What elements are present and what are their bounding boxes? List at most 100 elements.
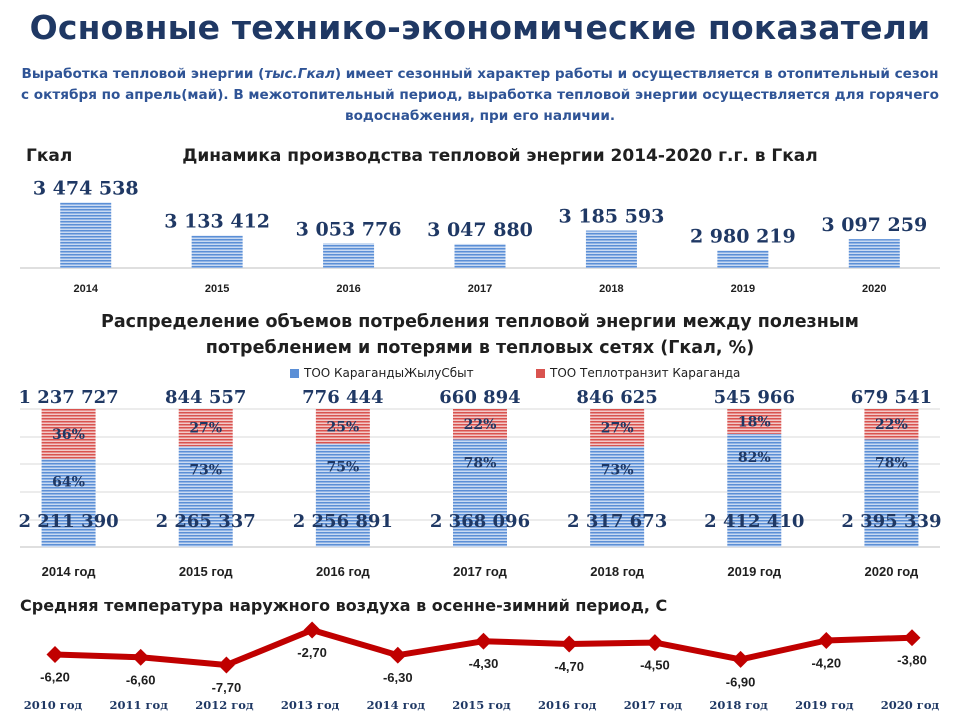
bar-2020	[848, 239, 900, 268]
data-label-2014: 3 474 538	[33, 177, 139, 199]
chart2-title: Распределение объемов потребления теплов…	[101, 312, 859, 358]
label-blue-2016-год: 2 256 891	[293, 511, 393, 532]
pct-blue-2017-год: 78%	[464, 455, 497, 471]
pct-red-2017-год: 22%	[464, 417, 497, 433]
x-tick-2014: 2014	[73, 283, 98, 295]
pct-blue-2016-год: 75%	[326, 460, 359, 476]
x-tick-2020: 2020	[862, 283, 886, 295]
data-label-2016: 3 053 776	[296, 218, 402, 240]
label-blue-2020-год: 2 395 339	[841, 511, 941, 532]
point-2015-год	[475, 632, 492, 650]
label-red-2018-год: 846 625	[576, 387, 657, 408]
value-label-2017-год: -4,50	[640, 658, 670, 673]
temperature-line-chart: -6,20 2010 год -6,60 2011 год -7,70 2012 год -…	[24, 621, 940, 712]
x-tick-2011-год: 2011 год	[109, 698, 168, 712]
intro-part1: Выработка тепловой энергии (	[21, 66, 265, 82]
x-tick-2013-год: 2013 год	[281, 698, 340, 712]
point-2010-год	[46, 646, 64, 663]
label-blue-2018-год: 2 317 673	[567, 511, 667, 532]
bar-2015	[191, 235, 243, 268]
value-label-2014-год: -6,30	[383, 670, 413, 685]
x-tick-2016-год: 2016 год	[538, 698, 597, 712]
value-label-2012-год: -7,70	[212, 680, 242, 695]
point-2013-год	[303, 621, 321, 639]
label-red-2014-год: 1 237 727	[18, 387, 118, 408]
value-label-2016-год: -4,70	[554, 659, 584, 674]
point-2011-год	[132, 648, 150, 666]
bar-2018	[585, 230, 637, 268]
bar-blue-2014-год	[41, 458, 96, 547]
x-tick-2018-год: 2018 год	[590, 564, 645, 579]
legend-label-blue: ТОО КарагандыЖылуСбыт	[304, 366, 474, 380]
intro-text: Выработка тепловой энергии (тыс.Гкал) им…	[20, 64, 940, 127]
x-tick-2017: 2017	[468, 283, 492, 295]
bar-2017	[454, 243, 506, 268]
bar-blue-2019-год	[727, 433, 782, 547]
pct-blue-2018-год: 73%	[601, 462, 634, 478]
bar-red-2020-год	[864, 409, 919, 440]
x-tick-2018: 2018	[599, 283, 623, 295]
value-label-2020-год: -3,80	[897, 653, 927, 668]
bar-red-2019-год	[727, 409, 782, 434]
label-red-2017-год: 660 894	[439, 387, 520, 408]
x-tick-2015-год: 2015 год	[452, 698, 511, 712]
data-label-2015: 3 133 412	[164, 211, 270, 233]
pct-blue-2014-год: 64%	[52, 475, 85, 491]
x-tick-2020-год: 2020 год	[881, 698, 940, 712]
label-red-2015-год: 844 557	[165, 387, 246, 408]
point-2014-год	[389, 646, 407, 664]
x-tick-2014-год: 2014 год	[42, 564, 97, 579]
page-title: Основные технико-экономические показател…	[29, 8, 931, 47]
label-blue-2015-год: 2 265 337	[156, 511, 256, 532]
x-tick-2012-год: 2012 год	[195, 698, 254, 712]
x-tick-2019-год: 2019 год	[727, 564, 782, 579]
data-label-2017: 3 047 880	[427, 219, 533, 241]
legend-item-blue: ТОО КарагандыЖылуСбыт	[290, 366, 474, 380]
pct-red-2018-год: 27%	[601, 421, 634, 437]
bar-red-2014-год	[41, 409, 96, 459]
point-2017-год	[646, 634, 664, 652]
bar-red-2016-год	[315, 409, 370, 444]
x-tick-2017-год: 2017 год	[453, 564, 508, 579]
label-red-2019-год: 545 966	[714, 387, 795, 408]
bar-2014	[60, 202, 112, 268]
value-label-2013-год: -2,70	[297, 645, 327, 660]
x-tick-2016-год: 2016 год	[316, 564, 371, 579]
point-2018-год	[732, 650, 750, 668]
x-tick-2010-год: 2010 год	[24, 698, 83, 712]
value-label-2018-год: -6,90	[726, 674, 756, 689]
label-blue-2014-год: 2 211 390	[18, 511, 118, 532]
label-red-2016-год: 776 444	[302, 387, 383, 408]
label-blue-2019-год: 2 412 410	[704, 511, 804, 532]
pct-red-2014-год: 36%	[52, 427, 85, 443]
legend-swatch-blue	[290, 368, 299, 378]
production-bar-chart: 3 474 538 2014 3 133 412 2015 3 053 776 2016 3…	[20, 177, 940, 295]
chart1-unit-label: Гкал	[26, 146, 73, 166]
bar-red-2017-год	[453, 409, 507, 440]
pct-red-2020-год: 22%	[875, 417, 908, 433]
point-2016-год	[560, 635, 578, 653]
intro-unit: тыс.Гкал	[264, 66, 335, 82]
bar-2016	[323, 243, 375, 268]
chart2-legend: ТОО КарагандыЖылуСбыт ТОО Теплотранзит К…	[0, 366, 960, 382]
bar-red-2015-год	[178, 409, 233, 447]
x-tick-2019: 2019	[731, 283, 755, 295]
pct-blue-2020-год: 78%	[875, 455, 908, 471]
x-tick-2019-год: 2019 год	[795, 698, 854, 712]
legend-item-red: ТОО Теплотранзит Караганда	[536, 366, 740, 380]
point-2020-год	[903, 629, 921, 647]
x-tick-2016: 2016	[336, 283, 360, 295]
bar-red-2018-год	[590, 409, 645, 447]
data-label-2018: 3 185 593	[559, 206, 665, 228]
legend-label-red: ТОО Теплотранзит Караганда	[550, 366, 741, 380]
label-red-2020-год: 679 541	[851, 387, 932, 408]
x-tick-2018-год: 2018 год	[709, 698, 768, 712]
bar-blue-2020-год	[864, 439, 919, 547]
consumption-stacked-bar-chart: 64% 36% 1 237 727 2 211 390 2014 год 73% 27% 84…	[18, 387, 941, 579]
pct-red-2019-год: 18%	[738, 414, 771, 430]
x-tick-2017-год: 2017 год	[624, 698, 683, 712]
pct-blue-2019-год: 82%	[738, 450, 771, 466]
label-blue-2017-год: 2 368 096	[430, 511, 530, 532]
x-tick-2015: 2015	[205, 283, 229, 295]
data-label-2020: 3 097 259	[821, 214, 927, 236]
